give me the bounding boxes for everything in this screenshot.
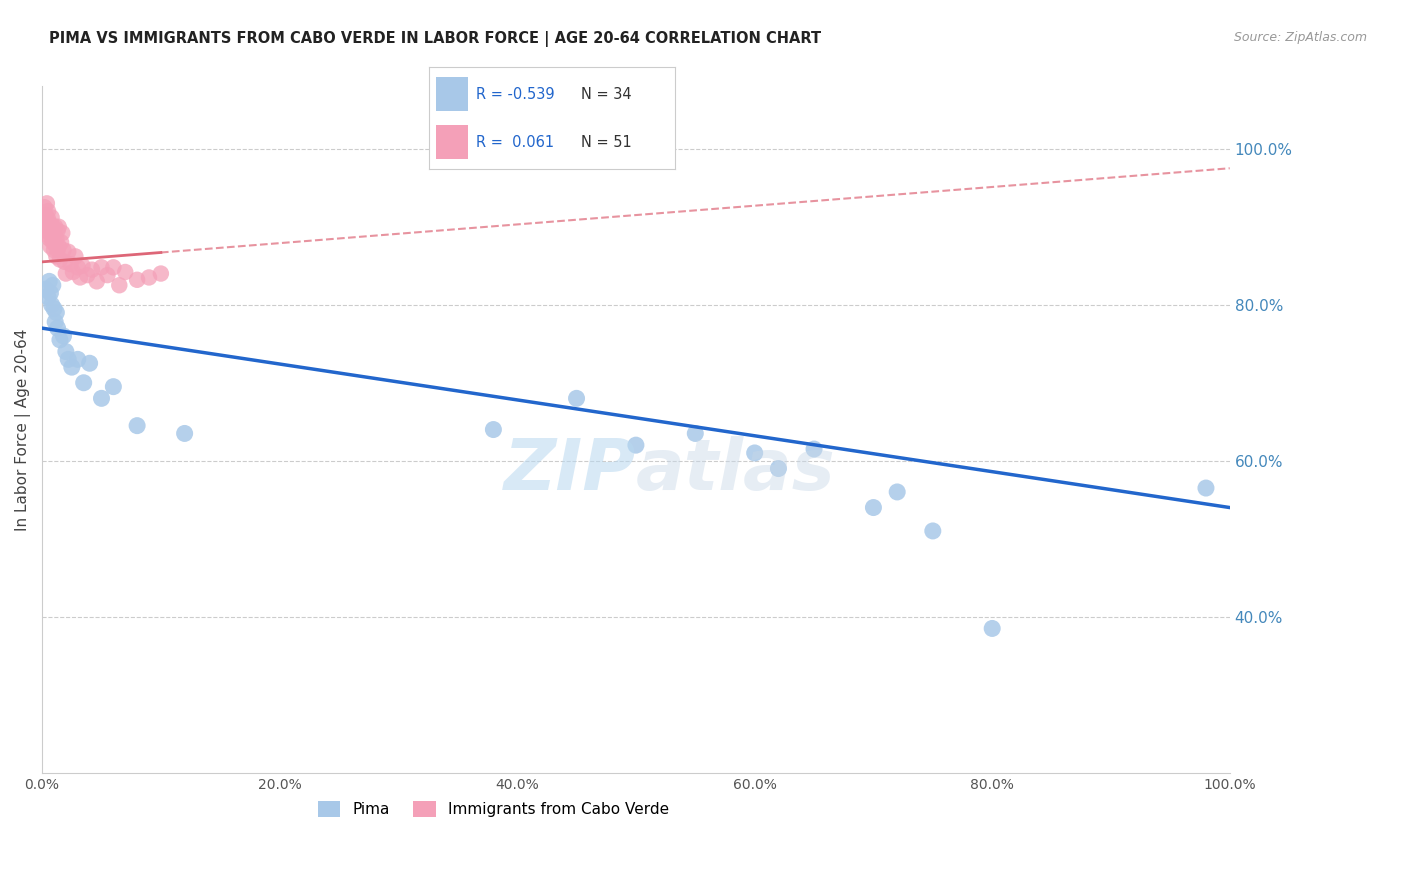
Point [103, 379, 125, 393]
Point [1195, 481, 1218, 495]
Point [45, 231, 67, 245]
Point [149, 267, 172, 281]
Text: N = 51: N = 51 [582, 135, 633, 150]
Text: ZIP: ZIP [503, 436, 636, 505]
Point [35, 196, 58, 211]
Point [173, 426, 195, 441]
Point [66, 352, 89, 367]
Point [42, 219, 65, 234]
Point [73, 376, 96, 390]
Point [44, 219, 66, 234]
Point [37, 204, 59, 219]
Point [565, 392, 588, 406]
Point [114, 265, 136, 279]
Point [49, 252, 72, 267]
Point [55, 344, 77, 359]
Point [42, 243, 65, 257]
Point [46, 243, 69, 257]
Point [127, 273, 149, 287]
Point [803, 442, 825, 456]
Text: PIMA VS IMMIGRANTS FROM CABO VERDE IN LABOR FORCE | AGE 20-64 CORRELATION CHART: PIMA VS IMMIGRANTS FROM CABO VERDE IN LA… [49, 31, 821, 47]
Point [41, 229, 63, 244]
Point [34, 224, 56, 238]
Bar [436, 126, 468, 159]
Point [42, 235, 65, 250]
Point [52, 329, 75, 343]
Point [37, 290, 59, 304]
Y-axis label: In Labor Force | Age 20-64: In Labor Force | Age 20-64 [15, 328, 31, 531]
Point [59, 257, 82, 271]
Point [55, 267, 77, 281]
Point [32, 211, 55, 226]
Point [49, 333, 72, 347]
Point [69, 270, 91, 285]
Point [108, 278, 131, 293]
Point [34, 208, 56, 222]
Point [46, 224, 69, 238]
Point [52, 243, 75, 257]
Point [862, 500, 884, 515]
Point [48, 239, 70, 253]
Point [49, 235, 72, 250]
Point [127, 418, 149, 433]
Point [79, 356, 101, 370]
Point [41, 211, 63, 225]
Point [58, 244, 80, 259]
Point [90, 260, 112, 275]
Point [624, 438, 647, 452]
Point [80, 262, 103, 277]
Point [66, 260, 89, 275]
Point [53, 255, 76, 269]
Point [981, 622, 1004, 636]
Point [72, 259, 94, 273]
Point [51, 226, 73, 240]
Point [34, 219, 56, 234]
Point [60, 360, 83, 375]
Point [35, 227, 58, 242]
Point [44, 315, 66, 329]
Point [45, 305, 67, 319]
Text: R =  0.061: R = 0.061 [475, 135, 554, 150]
Point [768, 461, 790, 475]
Point [39, 239, 62, 253]
Point [37, 211, 59, 226]
Point [45, 249, 67, 263]
Point [921, 524, 943, 538]
Point [41, 298, 63, 312]
Text: N = 34: N = 34 [582, 87, 633, 102]
Point [34, 200, 56, 214]
Point [34, 282, 56, 296]
Point [38, 231, 60, 245]
Point [39, 286, 62, 301]
Point [76, 268, 98, 282]
Point [42, 227, 65, 242]
Text: atlas: atlas [636, 436, 835, 505]
Point [38, 216, 60, 230]
Point [103, 260, 125, 275]
Point [42, 278, 65, 293]
Point [886, 485, 908, 500]
Point [482, 423, 505, 437]
Point [744, 446, 766, 460]
Point [62, 265, 84, 279]
Bar [436, 77, 468, 111]
Point [58, 352, 80, 367]
Point [90, 392, 112, 406]
Point [138, 270, 160, 285]
Point [38, 274, 60, 288]
Point [39, 224, 62, 238]
Point [86, 274, 108, 288]
Point [685, 426, 707, 441]
Point [65, 249, 87, 263]
Point [48, 219, 70, 234]
Text: R = -0.539: R = -0.539 [475, 87, 554, 102]
Legend: Pima, Immigrants from Cabo Verde: Pima, Immigrants from Cabo Verde [312, 796, 675, 823]
Point [96, 268, 118, 282]
Text: Source: ZipAtlas.com: Source: ZipAtlas.com [1233, 31, 1367, 45]
Point [42, 301, 65, 316]
Point [46, 321, 69, 335]
Point [44, 236, 66, 251]
